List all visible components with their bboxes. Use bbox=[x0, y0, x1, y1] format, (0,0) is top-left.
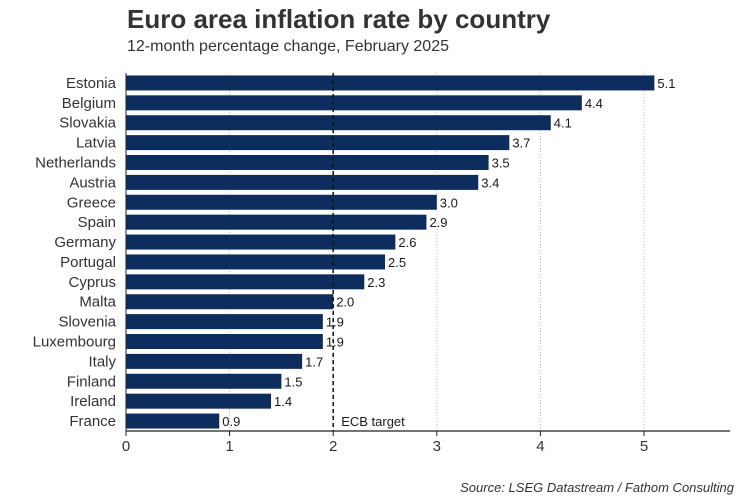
bar bbox=[126, 274, 365, 290]
bar bbox=[126, 234, 396, 250]
bar bbox=[126, 334, 323, 349]
category-label: Slovenia bbox=[58, 314, 116, 331]
bar bbox=[126, 75, 655, 91]
bar bbox=[126, 294, 334, 310]
x-tick-label: 2 bbox=[329, 438, 337, 455]
bar bbox=[126, 135, 510, 151]
bar bbox=[126, 174, 479, 190]
category-label: Estonia bbox=[66, 75, 117, 92]
value-label: 2.0 bbox=[336, 295, 354, 310]
category-label: Finland bbox=[67, 373, 116, 390]
bar bbox=[126, 314, 323, 330]
value-label: 2.9 bbox=[429, 215, 447, 230]
category-label: Netherlands bbox=[35, 155, 116, 172]
value-label: 1.7 bbox=[305, 354, 323, 369]
value-label: 3.5 bbox=[492, 156, 510, 171]
category-label: Slovakia bbox=[59, 115, 116, 132]
bar bbox=[126, 155, 489, 170]
category-label: France bbox=[69, 413, 116, 430]
category-label: Austria bbox=[69, 174, 116, 191]
bar bbox=[126, 115, 551, 131]
x-tick-label: 3 bbox=[433, 438, 441, 455]
value-label: 1.4 bbox=[274, 394, 292, 409]
chart-title: Euro area inflation rate by country bbox=[127, 4, 551, 34]
category-label: Germany bbox=[54, 234, 116, 251]
value-label: 5.1 bbox=[657, 76, 675, 91]
x-tick-label: 0 bbox=[122, 438, 130, 455]
value-label: 2.6 bbox=[398, 235, 416, 250]
category-label: Portugal bbox=[60, 254, 116, 271]
category-label: Luxembourg bbox=[33, 334, 116, 351]
category-label: Ireland bbox=[70, 393, 116, 410]
category-label: Italy bbox=[88, 353, 116, 370]
value-label: 3.7 bbox=[512, 136, 530, 151]
value-label: 3.0 bbox=[440, 195, 458, 210]
x-tick-label: 1 bbox=[225, 438, 233, 455]
value-label: 4.4 bbox=[585, 96, 603, 111]
value-label: 4.1 bbox=[554, 116, 572, 131]
bar bbox=[126, 393, 272, 409]
bar bbox=[126, 194, 437, 210]
x-tick-label: 4 bbox=[536, 438, 544, 455]
bar bbox=[126, 413, 220, 429]
category-label: Latvia bbox=[76, 135, 117, 152]
source-note: Source: LSEG Datastream / Fathom Consult… bbox=[460, 480, 734, 495]
category-label: Cyprus bbox=[68, 274, 116, 291]
value-label: 1.9 bbox=[326, 315, 344, 330]
value-label: 1.9 bbox=[326, 335, 344, 350]
category-label: Spain bbox=[78, 214, 116, 231]
value-label: 0.9 bbox=[222, 414, 240, 429]
bar bbox=[126, 353, 303, 369]
category-label: Greece bbox=[67, 194, 116, 211]
ecb-target-label: ECB target bbox=[341, 414, 405, 429]
value-label: 2.3 bbox=[367, 275, 385, 290]
value-label: 1.5 bbox=[284, 374, 302, 389]
x-tick-label: 5 bbox=[640, 438, 648, 455]
bar bbox=[126, 373, 282, 389]
value-label: 2.5 bbox=[388, 255, 406, 270]
category-label: Belgium bbox=[62, 95, 116, 112]
bar bbox=[126, 95, 582, 111]
category-label: Malta bbox=[79, 294, 116, 311]
bar bbox=[126, 214, 427, 230]
bar bbox=[126, 254, 385, 270]
value-label: 3.4 bbox=[481, 175, 499, 190]
chart-subtitle: 12-month percentage change, February 202… bbox=[127, 38, 449, 55]
